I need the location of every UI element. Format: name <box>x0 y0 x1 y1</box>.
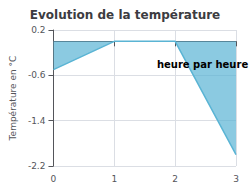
svg-text:2: 2 <box>172 174 178 184</box>
svg-text:3: 3 <box>233 174 239 184</box>
svg-text:0: 0 <box>51 174 57 184</box>
svg-text:-0.6: -0.6 <box>28 70 46 80</box>
svg-text:-1.4: -1.4 <box>28 116 46 126</box>
svg-text:Evolution de la température: Evolution de la température <box>30 8 221 22</box>
svg-text:1: 1 <box>111 174 117 184</box>
svg-text:Température en °C: Température en °C <box>8 56 18 142</box>
svg-text:-2.2: -2.2 <box>28 161 46 171</box>
svg-text:0.2: 0.2 <box>31 25 45 35</box>
svg-text:heure par heure: heure par heure <box>157 59 248 70</box>
